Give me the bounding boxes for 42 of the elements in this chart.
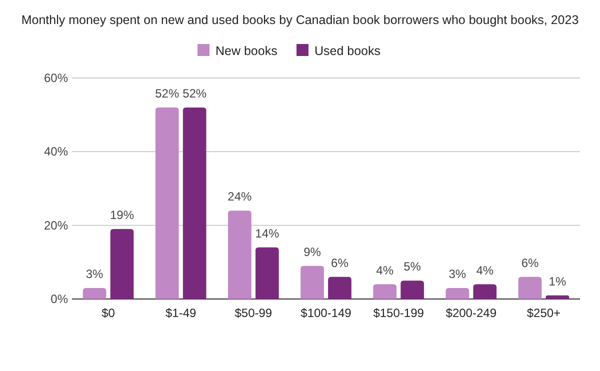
- bar: [255, 247, 279, 299]
- data-label: 19%: [110, 208, 134, 222]
- data-label: 14%: [255, 226, 280, 240]
- bar: [110, 229, 134, 299]
- x-tick-label: $200-249: [446, 306, 497, 320]
- data-label: 52%: [182, 86, 207, 100]
- chart-title: Monthly money spent on new and used books by Canadian book borrowers who bought books, 2023: [21, 13, 579, 27]
- bar: [155, 107, 179, 299]
- data-label: 24%: [228, 190, 252, 204]
- x-tick-label: $250+: [526, 306, 561, 320]
- x-tick-label: $0: [102, 306, 116, 320]
- bar: [228, 210, 252, 299]
- y-tick-label: 20%: [44, 218, 68, 232]
- bar: [82, 288, 106, 299]
- bar: [546, 295, 570, 299]
- legend-label: New books: [216, 44, 278, 58]
- data-label: 6%: [521, 256, 539, 270]
- x-tick-label: $100-149: [300, 306, 352, 320]
- y-tick-label: 40%: [44, 144, 68, 159]
- data-label: 1%: [548, 274, 566, 288]
- data-label: 5%: [404, 260, 422, 274]
- bar: [182, 107, 206, 299]
- data-label: 3%: [86, 266, 104, 281]
- bar: [373, 284, 397, 299]
- data-label: 52%: [155, 86, 180, 100]
- bar: [400, 280, 424, 299]
- x-tick-label: $150-199: [373, 306, 424, 320]
- bar: [300, 266, 324, 299]
- data-label: 9%: [304, 244, 322, 259]
- legend-label: Used books: [314, 44, 381, 58]
- data-label: 4%: [376, 263, 394, 278]
- bar: [473, 284, 497, 299]
- x-tick-label: $50-99: [234, 306, 272, 320]
- y-tick-label: 60%: [44, 71, 68, 85]
- data-label: 4%: [476, 263, 494, 278]
- x-tick-label: $1-49: [166, 306, 197, 320]
- bar: [446, 288, 470, 299]
- bar: [328, 276, 352, 299]
- data-label: 6%: [331, 256, 349, 270]
- bar: [518, 276, 542, 299]
- y-tick-label: 0%: [50, 292, 68, 306]
- data-label: 3%: [448, 266, 466, 281]
